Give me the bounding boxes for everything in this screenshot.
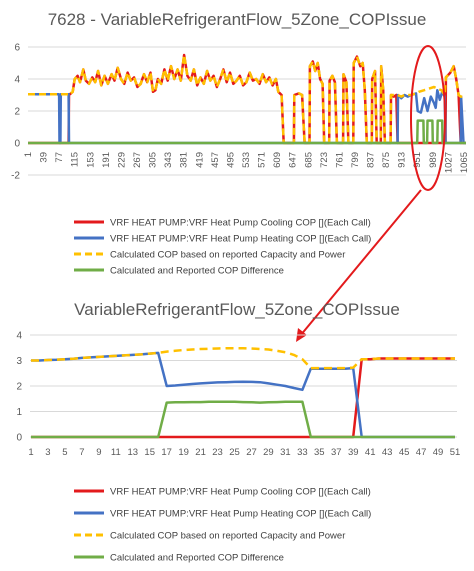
series-line-calculated-and-reported-cop-difference: [28, 119, 466, 145]
x-tick-label: 39: [39, 152, 50, 163]
chart-2-x-axis: 1 3 5 7 9 11 13 15 17 19 21 23 25 27 29 31 33 35 37 39 41 43 4…: [28, 447, 460, 458]
x-tick-label: 647: [288, 152, 299, 168]
y-tick-label: 2: [14, 107, 20, 118]
x-tick-label: 3: [45, 447, 50, 458]
legend-label: VRF HEAT PUMP:VRF Heat Pump Cooling COP …: [110, 487, 371, 498]
y-tick-label: 4: [16, 331, 22, 342]
x-tick-label: 5: [62, 447, 67, 458]
x-tick-label: 723: [319, 152, 330, 168]
x-tick-label: 799: [350, 152, 361, 168]
x-tick-label: 49: [433, 447, 444, 458]
x-tick-label: 875: [381, 152, 392, 168]
legend-label: Calculated COP based on reported Capacit…: [110, 531, 345, 542]
chart-1-plot-area: [28, 53, 466, 145]
x-tick-label: 837: [366, 152, 377, 168]
chart-2-legend: VRF HEAT PUMP:VRF Heat Pump Cooling COP …: [74, 487, 371, 564]
legend-label: VRF HEAT PUMP:VRF Heat Pump Cooling COP …: [110, 218, 371, 229]
x-tick-label: 115: [70, 152, 81, 167]
x-tick-label: 21: [195, 447, 206, 458]
x-tick-label: 305: [148, 152, 159, 168]
y-tick-label: 2: [16, 382, 22, 393]
series-line-vrf-heat-pump-vrf-heat-pump-heating-cop-: [28, 88, 466, 145]
x-tick-label: 19: [178, 447, 189, 458]
x-tick-label: 15: [144, 447, 155, 458]
x-tick-label: 913: [397, 152, 408, 168]
x-tick-label: 1065: [459, 152, 470, 173]
series-line-calculated-cop-based-on-reported-capacit: [31, 347, 455, 370]
legend-label: VRF HEAT PUMP:VRF Heat Pump Heating COP …: [110, 509, 371, 520]
x-tick-label: 41: [365, 447, 376, 458]
x-tick-label: 47: [416, 447, 427, 458]
x-tick-label: 1: [28, 447, 33, 458]
x-tick-label: 51: [450, 447, 461, 458]
y-tick-label: 0: [16, 433, 22, 444]
x-tick-label: 23: [212, 447, 223, 458]
y-tick-label: -2: [11, 171, 20, 182]
x-tick-label: 1027: [443, 152, 454, 173]
x-tick-label: 609: [272, 152, 283, 168]
chart-2-gridlines: [30, 334, 457, 438]
x-tick-label: 571: [257, 152, 268, 168]
legend-label: VRF HEAT PUMP:VRF Heat Pump Heating COP …: [110, 234, 371, 245]
x-tick-label: 43: [382, 447, 393, 458]
x-tick-label: 17: [161, 447, 172, 458]
x-tick-label: 9: [96, 447, 101, 458]
x-tick-label: 229: [116, 152, 127, 168]
series-line-calculated-and-reported-cop-difference: [31, 400, 455, 439]
x-tick-label: 343: [163, 152, 174, 168]
x-tick-label: 495: [225, 152, 236, 168]
chart-1-x-axis: 1 39 77 115 153 191 229 267 305 343 381 419 457 495 53…: [23, 152, 470, 173]
x-tick-label: 533: [241, 152, 252, 168]
x-tick-label: 457: [210, 152, 221, 168]
x-tick-label: 27: [246, 447, 257, 458]
chart-1-title: 7628 - VariableRefrigerantFlow_5Zone_COP…: [48, 10, 427, 29]
x-tick-label: 419: [194, 152, 205, 168]
x-tick-label: 989: [428, 152, 439, 168]
legend-label: Calculated COP based on reported Capacit…: [110, 250, 345, 261]
x-tick-label: 153: [85, 152, 96, 168]
legend-label: Calculated and Reported COP Difference: [110, 266, 284, 277]
x-tick-label: 1: [23, 152, 34, 157]
chart-1-legend: VRF HEAT PUMP:VRF Heat Pump Cooling COP …: [74, 218, 371, 277]
series-line-calculated-cop-based-on-reported-capacit: [28, 53, 466, 145]
chart-1-y-axis: -2 0 2 4 6: [11, 43, 20, 182]
x-tick-label: 381: [179, 152, 190, 168]
x-tick-label: 761: [334, 152, 345, 168]
chart-2-plot-area: [31, 347, 455, 439]
x-tick-label: 685: [303, 152, 314, 168]
x-tick-label: 31: [280, 447, 291, 458]
x-tick-label: 33: [297, 447, 308, 458]
x-tick-label: 267: [132, 152, 143, 168]
y-tick-label: 6: [14, 43, 20, 54]
x-tick-label: 11: [111, 447, 121, 458]
x-tick-label: 25: [229, 447, 240, 458]
x-tick-label: 35: [314, 447, 325, 458]
y-tick-label: 0: [14, 139, 20, 150]
zoom-arrow-line: [299, 189, 422, 337]
series-line-vrf-heat-pump-vrf-heat-pump-cooling-cop-: [28, 53, 466, 145]
series-line-vrf-heat-pump-vrf-heat-pump-heating-cop-: [31, 351, 455, 439]
series-line-vrf-heat-pump-vrf-heat-pump-cooling-cop-: [31, 357, 455, 439]
x-tick-label: 7: [79, 447, 84, 458]
x-tick-label: 39: [348, 447, 359, 458]
legend-label: Calculated and Reported COP Difference: [110, 553, 284, 564]
y-tick-label: 4: [14, 75, 20, 86]
x-tick-label: 77: [54, 152, 65, 163]
x-tick-label: 13: [127, 447, 138, 458]
x-tick-label: 45: [399, 447, 410, 458]
zoom-highlight-ellipse: [410, 45, 446, 191]
y-tick-label: 3: [16, 356, 22, 367]
y-tick-label: 1: [16, 407, 22, 418]
x-tick-label: 191: [101, 152, 112, 168]
x-tick-label: 29: [263, 447, 274, 458]
x-tick-label: 951: [412, 152, 423, 168]
chart-2-title: VariableRefrigerantFlow_5Zone_COPIssue: [74, 300, 400, 319]
chart-2-y-axis: 0 1 2 3 4: [16, 331, 22, 444]
x-tick-label: 37: [331, 447, 342, 458]
